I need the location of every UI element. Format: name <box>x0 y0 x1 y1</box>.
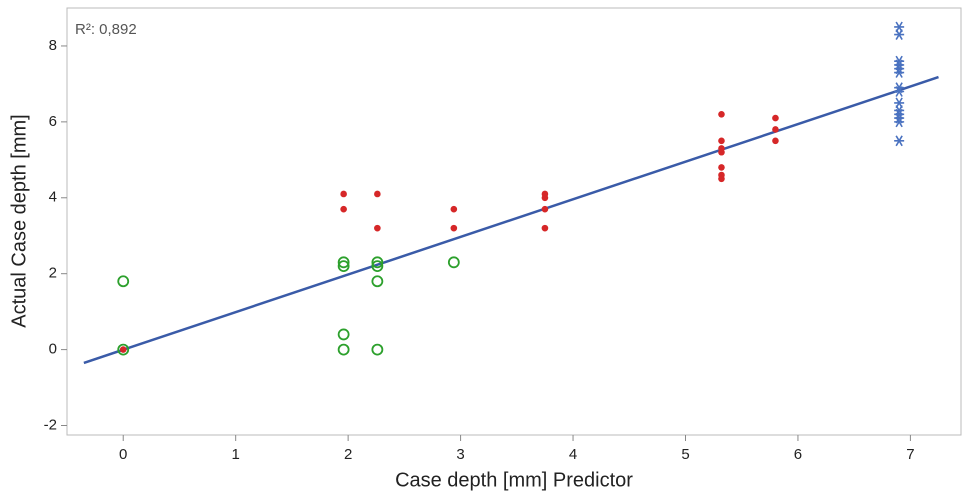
point <box>374 224 381 232</box>
y-tick-label: -2 <box>44 416 57 433</box>
x-tick-label: 7 <box>906 446 914 463</box>
point <box>541 205 549 213</box>
point <box>894 97 905 109</box>
point <box>894 21 905 33</box>
point <box>371 275 384 288</box>
point <box>718 110 725 118</box>
x-tick-label: 2 <box>344 446 352 463</box>
point <box>718 164 725 171</box>
point <box>718 137 725 145</box>
point <box>894 135 905 147</box>
point <box>371 260 384 272</box>
point <box>718 175 725 183</box>
point <box>337 343 350 356</box>
point <box>894 116 905 128</box>
point <box>340 205 347 213</box>
point <box>371 343 384 356</box>
x-tick-label: 1 <box>232 446 240 463</box>
point <box>772 137 779 145</box>
point <box>340 190 347 198</box>
point <box>337 260 350 272</box>
x-tick-label: 0 <box>119 446 127 463</box>
point <box>337 256 350 269</box>
y-tick-label: 8 <box>49 37 57 54</box>
point <box>337 328 350 341</box>
x-tick-label: 3 <box>456 446 464 463</box>
point <box>374 190 381 198</box>
x-axis-title: Case depth [mm] Predictor <box>395 469 633 491</box>
point <box>718 148 725 156</box>
point <box>117 343 130 356</box>
point <box>119 346 127 353</box>
x-tick-label: 5 <box>681 446 689 463</box>
y-tick-label: 4 <box>49 189 57 206</box>
point <box>541 224 549 232</box>
point <box>117 275 130 288</box>
annotation: R²: 0,892 <box>75 21 137 38</box>
point <box>541 194 549 202</box>
point <box>450 205 458 213</box>
y-tick-label: 0 <box>49 341 57 358</box>
point <box>894 67 905 78</box>
point <box>450 224 458 232</box>
point <box>447 256 460 269</box>
x-tick-label: 4 <box>569 446 577 463</box>
point <box>772 126 779 133</box>
fit-line <box>83 75 939 365</box>
point <box>894 86 905 97</box>
point <box>371 256 384 269</box>
y-axis-title: Actual Case depth [mm] <box>8 114 30 327</box>
x-tick-label: 6 <box>794 446 802 463</box>
point <box>894 29 905 40</box>
plot-frame <box>66 7 962 436</box>
point <box>772 114 779 122</box>
y-tick-label: 2 <box>49 265 57 282</box>
y-tick-label: 6 <box>49 113 57 130</box>
